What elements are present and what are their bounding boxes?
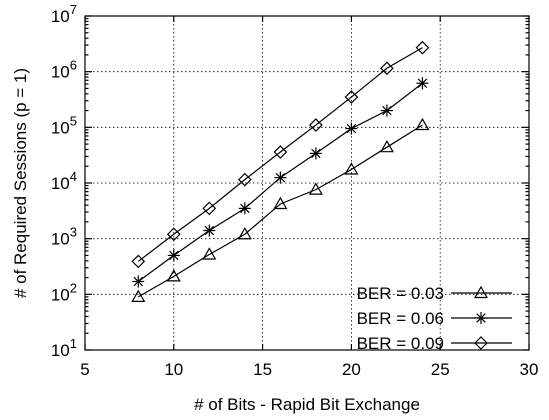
data-point-triangle bbox=[344, 162, 359, 175]
data-point-star bbox=[309, 147, 322, 160]
data-point-triangle bbox=[273, 196, 288, 210]
data-point-star bbox=[345, 122, 358, 135]
data-point-triangle bbox=[308, 182, 323, 195]
data-point-triangle bbox=[131, 289, 146, 302]
legend-label: BER = 0.06 bbox=[357, 309, 444, 328]
series-group bbox=[131, 40, 430, 302]
y-tick-exponent: 5 bbox=[70, 113, 77, 128]
series-line bbox=[137, 47, 423, 262]
data-point-diamond bbox=[237, 172, 252, 187]
y-tick-exponent: 7 bbox=[70, 2, 77, 17]
data-point-star bbox=[416, 77, 429, 90]
data-point-diamond bbox=[166, 227, 181, 242]
y-tick-base: 10 bbox=[51, 174, 70, 193]
y-tick-label: 106 bbox=[51, 58, 77, 82]
series-triangle bbox=[131, 117, 430, 302]
data-point-diamond bbox=[131, 254, 146, 269]
data-point-star bbox=[132, 275, 145, 288]
y-tick-label: 105 bbox=[51, 113, 77, 137]
legend: BER = 0.03 BER = 0.06 BER = 0.09 bbox=[357, 284, 512, 353]
data-point-diamond bbox=[202, 201, 217, 216]
data-point-diamond bbox=[273, 145, 288, 159]
data-point-star bbox=[274, 171, 287, 184]
series-line bbox=[137, 124, 423, 298]
data-point-diamond bbox=[309, 118, 323, 132]
x-axis-label: # of Bits - Rapid Bit Exchange bbox=[194, 395, 420, 414]
y-tick-base: 10 bbox=[51, 118, 70, 137]
legend-marker-diamond bbox=[474, 336, 488, 350]
y-tick-base: 10 bbox=[51, 285, 70, 304]
y-tick-label: 101 bbox=[51, 336, 77, 360]
y-tick-exponent: 6 bbox=[70, 58, 77, 73]
data-point-star bbox=[238, 202, 251, 215]
x-tick-label: 25 bbox=[431, 360, 450, 379]
data-point-triangle bbox=[415, 117, 430, 131]
y-tick-base: 10 bbox=[51, 341, 70, 360]
legend-label: BER = 0.09 bbox=[357, 334, 444, 353]
legend-marker-star bbox=[475, 312, 487, 324]
legend-item: BER = 0.09 bbox=[357, 334, 512, 353]
y-tick-exponent: 1 bbox=[70, 336, 77, 351]
data-point-triangle bbox=[202, 247, 217, 260]
data-point-triangle bbox=[379, 139, 394, 153]
y-tick-label: 102 bbox=[51, 280, 77, 304]
y-axis-label: # of Required Sessions (p = 1) bbox=[11, 68, 30, 298]
data-point-diamond bbox=[344, 90, 359, 104]
y-tick-label: 107 bbox=[51, 2, 77, 26]
legend-label: BER = 0.03 bbox=[357, 284, 444, 303]
legend-marker-triangle bbox=[473, 285, 489, 299]
grid-lines bbox=[85, 16, 529, 350]
data-point-star bbox=[203, 224, 216, 237]
y-tick-base: 10 bbox=[51, 230, 70, 249]
x-tick-label: 5 bbox=[80, 360, 89, 379]
data-point-diamond bbox=[380, 61, 394, 76]
axis-ticks bbox=[84, 15, 530, 351]
series-star bbox=[132, 77, 429, 288]
y-tick-exponent: 3 bbox=[70, 225, 77, 240]
data-point-star bbox=[167, 249, 180, 262]
data-point-triangle bbox=[166, 269, 181, 282]
y-tick-exponent: 4 bbox=[70, 169, 77, 184]
x-tick-label: 30 bbox=[520, 360, 539, 379]
x-tick-label: 15 bbox=[253, 360, 272, 379]
series-diamond bbox=[131, 40, 430, 269]
x-tick-label: 20 bbox=[342, 360, 361, 379]
data-point-triangle bbox=[237, 227, 252, 240]
x-tick-label: 10 bbox=[164, 360, 183, 379]
y-tick-base: 10 bbox=[51, 63, 70, 82]
data-point-star bbox=[380, 104, 393, 117]
y-tick-label: 103 bbox=[51, 225, 77, 249]
legend-item: BER = 0.03 bbox=[357, 284, 512, 303]
y-tick-exponent: 2 bbox=[70, 280, 77, 295]
data-point-diamond bbox=[415, 40, 430, 55]
y-tick-base: 10 bbox=[51, 7, 70, 26]
legend-item: BER = 0.06 bbox=[357, 309, 512, 328]
y-tick-label: 104 bbox=[51, 169, 77, 193]
